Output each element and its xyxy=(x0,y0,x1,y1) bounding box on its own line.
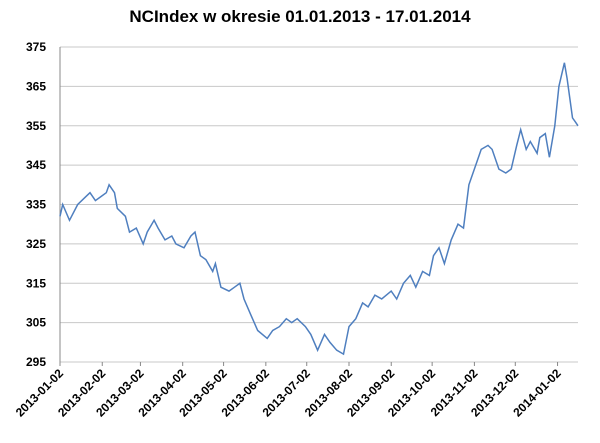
y-tick-label: 315 xyxy=(26,276,46,290)
y-tick-label: 345 xyxy=(26,158,46,172)
y-tick-label: 335 xyxy=(26,198,46,212)
series-line xyxy=(59,62,579,356)
y-tick-label: 365 xyxy=(26,79,46,93)
y-tick-label: 375 xyxy=(26,40,46,54)
y-tick-label: 295 xyxy=(26,355,46,369)
y-tick-label: 325 xyxy=(26,237,46,251)
y-tick-label: 305 xyxy=(26,316,46,330)
chart-title: NCIndex w okresie 01.01.2013 - 17.01.201… xyxy=(129,7,471,26)
y-tick-label: 355 xyxy=(26,119,46,133)
